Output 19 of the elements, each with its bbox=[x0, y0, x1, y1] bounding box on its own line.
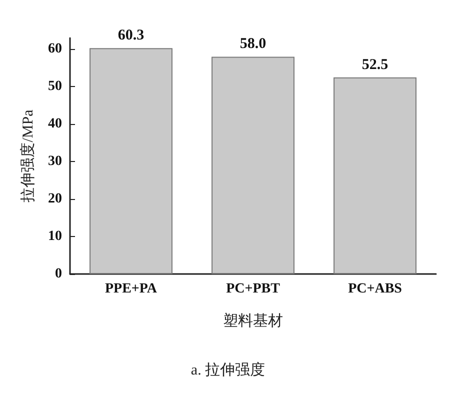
y-tick-label: 40 bbox=[48, 116, 62, 132]
x-tick-label: PPE+PA bbox=[104, 282, 158, 296]
data-label: 60.3 bbox=[118, 28, 144, 44]
y-tick-label: 30 bbox=[48, 154, 62, 170]
y-tick-label: 0 bbox=[55, 266, 62, 282]
bar bbox=[334, 77, 416, 274]
y-tick-label: 60 bbox=[48, 42, 62, 57]
x-tick-label: PC+ABS bbox=[348, 282, 402, 296]
text: a. 拉伸强度 bbox=[190, 362, 266, 378]
data-label: 58.0 bbox=[240, 36, 266, 52]
y-tick-label: 10 bbox=[48, 229, 62, 244]
bar bbox=[90, 48, 172, 274]
x-tick-label: PC+PBT bbox=[226, 282, 281, 296]
y-tick-label: 20 bbox=[48, 192, 62, 207]
data-label: 52.5 bbox=[362, 56, 388, 73]
bar bbox=[212, 56, 294, 274]
y-axis-title: 拉伸强度/MPa bbox=[20, 109, 36, 202]
y-tick-label: 50 bbox=[48, 79, 62, 94]
x-axis-title: 塑料基材 bbox=[223, 312, 283, 330]
